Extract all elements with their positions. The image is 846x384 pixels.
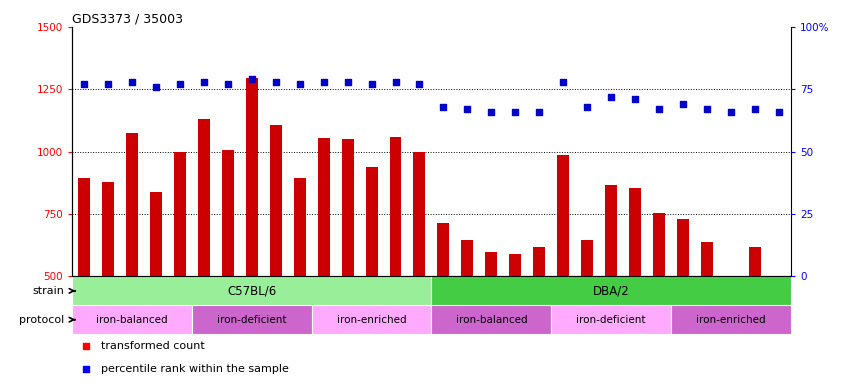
Bar xyxy=(629,188,641,276)
Bar xyxy=(437,223,449,276)
Point xyxy=(269,79,283,85)
Bar xyxy=(311,305,431,334)
Bar xyxy=(677,219,689,276)
Bar xyxy=(173,152,186,276)
Bar xyxy=(389,137,402,276)
Bar xyxy=(653,213,665,276)
Point xyxy=(724,109,738,115)
Text: protocol: protocol xyxy=(19,314,64,325)
Point xyxy=(460,106,474,112)
Point xyxy=(80,366,93,372)
Bar xyxy=(78,178,90,276)
Bar xyxy=(342,139,354,276)
Point xyxy=(413,81,426,88)
Bar xyxy=(414,152,426,276)
Bar xyxy=(558,156,569,276)
Point xyxy=(293,81,306,88)
Bar xyxy=(150,192,162,276)
Text: DBA/2: DBA/2 xyxy=(593,285,629,297)
Point xyxy=(316,79,330,85)
Bar xyxy=(486,252,497,276)
Text: iron-deficient: iron-deficient xyxy=(576,314,646,325)
Text: iron-enriched: iron-enriched xyxy=(696,314,766,325)
Point xyxy=(101,81,114,88)
Point xyxy=(485,109,498,115)
Bar xyxy=(317,138,330,276)
Point xyxy=(772,109,786,115)
Point xyxy=(197,79,211,85)
Point xyxy=(173,81,186,88)
Point xyxy=(749,106,762,112)
Text: iron-deficient: iron-deficient xyxy=(217,314,287,325)
Bar xyxy=(192,305,311,334)
Point xyxy=(508,109,522,115)
Bar xyxy=(72,276,431,305)
Bar xyxy=(365,167,377,276)
Bar xyxy=(222,151,233,276)
Point xyxy=(77,81,91,88)
Bar xyxy=(431,305,552,334)
Text: GDS3373 / 35003: GDS3373 / 35003 xyxy=(72,13,183,26)
Bar xyxy=(701,242,713,276)
Point xyxy=(125,79,139,85)
Bar xyxy=(605,185,618,276)
Bar xyxy=(581,240,593,276)
Text: iron-balanced: iron-balanced xyxy=(456,314,527,325)
Bar xyxy=(533,247,546,276)
Point xyxy=(700,106,714,112)
Point xyxy=(557,79,570,85)
Bar xyxy=(72,305,192,334)
Text: iron-balanced: iron-balanced xyxy=(96,314,168,325)
Point xyxy=(580,104,594,110)
Point xyxy=(652,106,666,112)
Bar xyxy=(102,182,114,276)
Point xyxy=(533,109,547,115)
Bar xyxy=(749,247,761,276)
Point xyxy=(80,343,93,349)
Point xyxy=(341,79,354,85)
Bar xyxy=(431,276,791,305)
Point xyxy=(437,104,450,110)
Point xyxy=(245,76,259,83)
Point xyxy=(221,81,234,88)
Bar xyxy=(245,78,258,276)
Bar xyxy=(270,126,282,276)
Text: percentile rank within the sample: percentile rank within the sample xyxy=(101,364,288,374)
Text: strain: strain xyxy=(33,286,64,296)
Point xyxy=(677,101,690,107)
Point xyxy=(365,81,378,88)
Text: iron-enriched: iron-enriched xyxy=(337,314,406,325)
Bar xyxy=(552,305,671,334)
Point xyxy=(149,84,162,90)
Bar xyxy=(294,178,305,276)
Text: C57BL/6: C57BL/6 xyxy=(227,285,277,297)
Text: transformed count: transformed count xyxy=(101,341,205,351)
Bar xyxy=(198,119,210,276)
Point xyxy=(604,94,618,100)
Bar xyxy=(671,305,791,334)
Point xyxy=(629,96,642,103)
Bar xyxy=(126,133,138,276)
Point xyxy=(388,79,403,85)
Bar xyxy=(461,240,474,276)
Bar xyxy=(509,254,521,276)
